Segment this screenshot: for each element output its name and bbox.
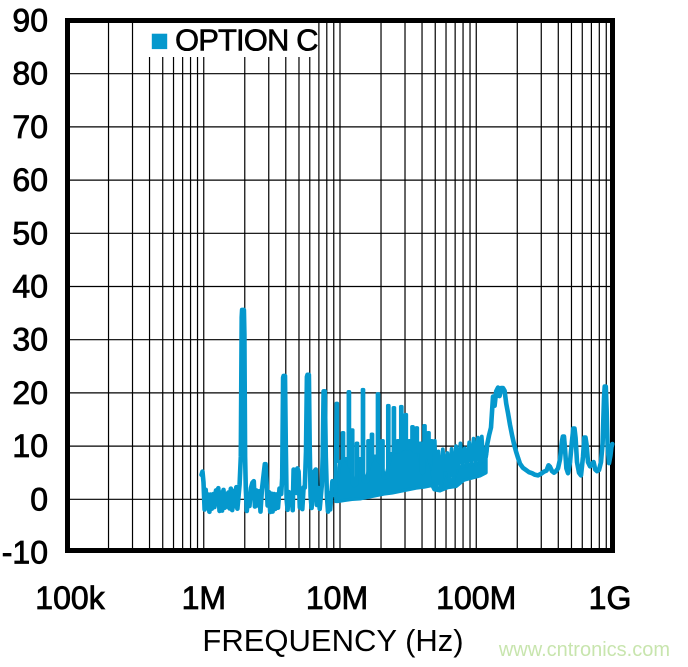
svg-text:FREQUENCY (Hz): FREQUENCY (Hz) bbox=[202, 623, 463, 658]
svg-text:www.cntronics.com: www.cntronics.com bbox=[498, 639, 670, 661]
svg-text:20: 20 bbox=[12, 375, 48, 411]
svg-text:10M: 10M bbox=[306, 580, 368, 616]
svg-text:-10: -10 bbox=[2, 535, 48, 571]
svg-text:40: 40 bbox=[12, 269, 48, 305]
svg-text:60: 60 bbox=[12, 162, 48, 198]
svg-text:1M: 1M bbox=[182, 580, 226, 616]
svg-text:100M: 100M bbox=[436, 580, 516, 616]
svg-text:50: 50 bbox=[12, 215, 48, 251]
svg-text:30: 30 bbox=[12, 322, 48, 358]
svg-text:70: 70 bbox=[12, 109, 48, 145]
svg-text:1G: 1G bbox=[589, 580, 632, 616]
svg-text:0: 0 bbox=[30, 481, 48, 517]
svg-text:OPTION C: OPTION C bbox=[175, 23, 318, 58]
svg-text:90: 90 bbox=[12, 3, 48, 39]
svg-text:100k: 100k bbox=[35, 580, 105, 616]
svg-text:80: 80 bbox=[12, 56, 48, 92]
svg-text:10: 10 bbox=[12, 428, 48, 464]
